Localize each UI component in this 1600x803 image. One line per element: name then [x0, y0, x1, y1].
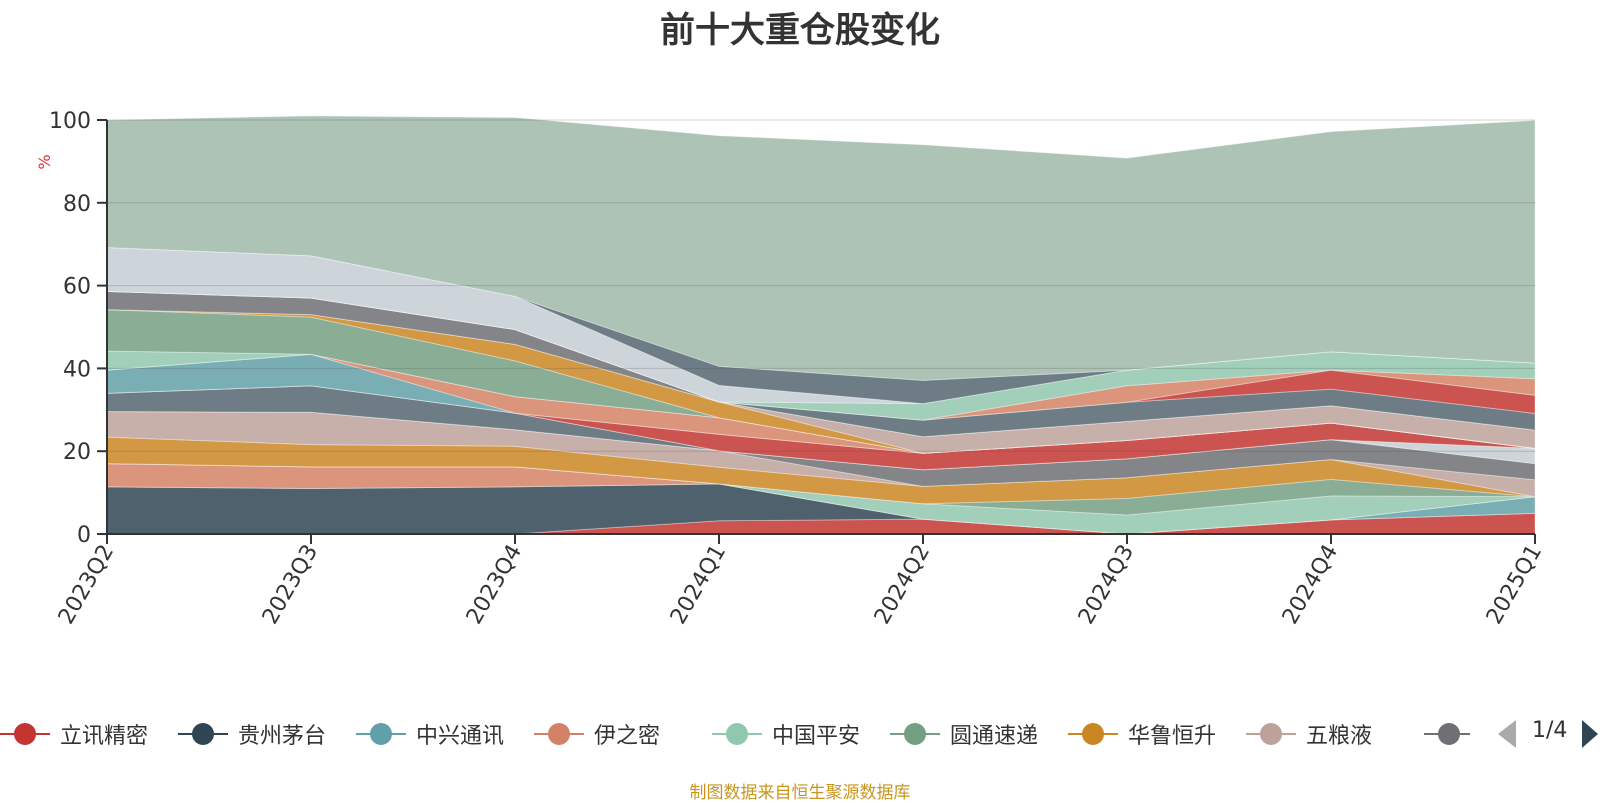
- y-tick-label-0: 0: [77, 523, 91, 548]
- y-axis-label: %: [35, 154, 54, 169]
- stacked-area-chart: 0 20 40 60 80 100% 2023Q2 2023Q3 2023Q4 2024Q1 202…: [35, 109, 1547, 629]
- x-tick-label-0: 2023Q2: [54, 541, 119, 629]
- x-tick-label-3: 2024Q1: [666, 541, 731, 629]
- chart-title: 前十大重仓股变化: [659, 11, 940, 51]
- y-tick-label-3: 60: [63, 275, 91, 300]
- legend-marker-icon: [534, 723, 584, 745]
- legend-item[interactable]: 华鲁恒升: [1068, 712, 1216, 756]
- legend-marker-icon: [890, 723, 940, 745]
- legend-page-indicator: 1/4: [1532, 718, 1568, 743]
- legend-pager: 1/4: [1496, 716, 1600, 752]
- area-series-22: [106, 290, 1536, 421]
- legend-label: 华鲁恒升: [1128, 724, 1217, 749]
- x-tick-label-5: 2024Q3: [1074, 541, 1139, 629]
- legend-item[interactable]: 中兴通讯: [356, 712, 504, 756]
- legend-item[interactable]: 伊之密: [534, 712, 660, 756]
- x-tick-label-1: 2023Q3: [258, 541, 323, 629]
- x-tick-label-4: 2024Q2: [870, 541, 935, 629]
- legend-marker-icon: [712, 723, 762, 745]
- x-tick-label-7: 2025Q1: [1482, 541, 1547, 629]
- y-tick-label-4: 80: [63, 192, 91, 217]
- legend-prev-icon[interactable]: [1496, 718, 1518, 750]
- y-tick-label-5: 100: [49, 109, 91, 134]
- legend-marker-icon: [1424, 723, 1470, 745]
- y-tick-label-1: 20: [63, 440, 91, 465]
- area-series-20: [106, 290, 1536, 421]
- area-series-2: [106, 483, 1536, 535]
- legend-item[interactable]: 川投能源: [1424, 712, 1470, 756]
- chart-legend: 立讯精密 贵州茅台 中兴通讯 伊之密 中国平安 圆通速递 华鲁恒升 五粮液 川投能源: [0, 712, 1470, 756]
- area-series-10: [106, 385, 1536, 471]
- area-series-21: [106, 290, 1536, 421]
- legend-marker-icon: [1246, 723, 1296, 745]
- legend-item[interactable]: 五粮液: [1246, 712, 1372, 756]
- legend-marker-icon: [1068, 723, 1118, 745]
- data-source-note: 制图数据来自恒生聚源数据库: [689, 783, 911, 803]
- legend-item[interactable]: 中国平安: [712, 712, 860, 756]
- legend-label: 圆通速递: [950, 724, 1039, 749]
- legend-item[interactable]: 贵州茅台: [178, 712, 326, 756]
- area-series-19: [106, 290, 1536, 438]
- legend-label: 中兴通讯: [416, 724, 505, 749]
- legend-label: 中国平安: [772, 724, 861, 749]
- legend-label: 伊之密: [594, 724, 661, 749]
- x-tick-label-2: 2023Q4: [462, 541, 527, 629]
- area-series-25: [106, 115, 1536, 381]
- legend-item[interactable]: 圆通速递: [890, 712, 1038, 756]
- legend-marker-icon: [356, 723, 406, 745]
- legend-marker-icon: [0, 723, 50, 745]
- legend-label: 五粮液: [1306, 724, 1373, 749]
- legend-next-icon[interactable]: [1580, 718, 1600, 750]
- y-tick-label-2: 40: [63, 357, 91, 382]
- legend-marker-icon: [178, 723, 228, 745]
- x-tick-label-6: 2024Q4: [1278, 541, 1343, 629]
- legend-label: 立讯精密: [60, 724, 149, 749]
- legend-item[interactable]: 立讯精密: [0, 712, 148, 756]
- legend-label: 贵州茅台: [238, 724, 327, 749]
